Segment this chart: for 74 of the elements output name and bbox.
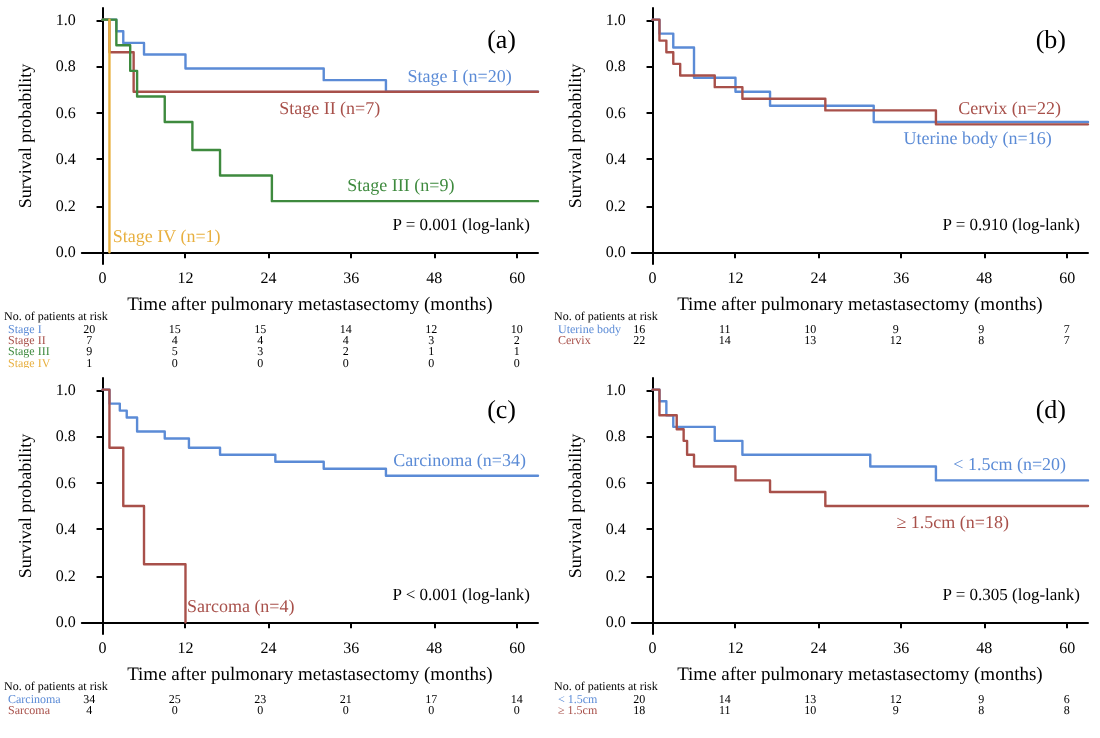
x-axis-title: Time after pulmonary metastasectomy (months) [127, 665, 493, 686]
series-label: Stage III (n=9) [347, 175, 455, 196]
y-axis-title: Survival probability [565, 62, 585, 209]
y-axis-title: Survival probability [565, 432, 585, 579]
text: (d) [1035, 394, 1067, 424]
y-tick-label: 0.2 [605, 196, 626, 215]
x-tick-label: 48 [976, 639, 993, 657]
x-tick-label: 60 [509, 639, 526, 657]
x-tick-label: 48 [426, 639, 443, 657]
series-label: ≥ 1.5cm (n=18) [896, 512, 1009, 532]
text: (b) [1035, 24, 1067, 54]
x-tick-label: 12 [727, 639, 744, 657]
y-tick-label: 0.0 [605, 243, 626, 262]
x-tick-label: 24 [260, 269, 277, 287]
x-tick-label: 12 [177, 639, 194, 657]
x-tick-label: 0 [648, 269, 657, 287]
x-tick-label: 36 [893, 639, 910, 657]
y-tick-label: 0.2 [605, 566, 626, 585]
y-tick-label: 0.6 [55, 103, 76, 122]
series-label: Uterine body (n=16) [903, 128, 1052, 149]
annotation: P = 0.001 (log-lank) [392, 214, 531, 234]
y-tick-label: 1.0 [605, 10, 626, 29]
y-tick-label: 0.4 [605, 150, 626, 169]
series-label: < 1.5cm (n=20) [953, 454, 1067, 475]
annotation: P = 0.910 (log-lank) [942, 214, 1081, 234]
x-axis-title: Time after pulmonary metastasectomy (months) [677, 295, 1043, 316]
y-tick-label: 0.8 [55, 57, 76, 76]
series-label: Stage II (n=7) [279, 97, 381, 118]
x-tick-label: 0 [98, 269, 107, 287]
x-axis-title: Time after pulmonary metastasectomy (months) [677, 665, 1043, 686]
y-tick-label: 0.0 [55, 243, 76, 262]
annotation: P = 0.305 (log-lank) [942, 584, 1081, 604]
y-tick-label: 1.0 [605, 380, 626, 399]
x-tick-label: 48 [976, 269, 993, 287]
y-tick-label: 0.4 [55, 520, 76, 539]
x-tick-label: 12 [727, 269, 744, 287]
annotation: P < 0.001 (log-lank) [392, 584, 531, 604]
x-tick-label: 24 [810, 269, 827, 287]
y-tick-label: 0.2 [55, 566, 76, 585]
y-tick-label: 0.8 [605, 427, 626, 446]
x-tick-label: 24 [810, 639, 827, 657]
x-tick-label: 36 [893, 269, 910, 287]
x-tick-label: 24 [260, 639, 277, 657]
y-tick-label: 1.0 [55, 380, 76, 399]
text: (c) [487, 394, 517, 424]
x-tick-label: 36 [343, 269, 360, 287]
y-tick-label: 0.0 [605, 613, 626, 632]
y-tick-label: 0.8 [55, 427, 76, 446]
x-tick-label: 60 [1059, 269, 1076, 287]
y-tick-label: 0.0 [55, 613, 76, 632]
y-axis-title: Survival probability [15, 432, 35, 579]
y-tick-label: 0.6 [55, 473, 76, 492]
y-tick-label: 0.6 [605, 473, 626, 492]
y-tick-label: 0.2 [55, 196, 76, 215]
x-tick-label: 60 [509, 269, 526, 287]
series-label: Sarcoma (n=4) [186, 596, 295, 617]
series-label: Carcinoma (n=34) [393, 449, 526, 470]
series-label: Cervix (n=22) [958, 98, 1061, 119]
series-label: Stage IV (n=1) [112, 226, 221, 247]
y-axis-title: Survival probability [15, 62, 35, 209]
x-tick-label: 12 [177, 269, 194, 287]
x-tick-label: 48 [426, 269, 443, 287]
x-tick-label: 0 [648, 639, 657, 657]
x-axis-title: Time after pulmonary metastasectomy (months) [127, 295, 493, 316]
x-tick-label: 60 [1059, 639, 1076, 657]
x-tick-label: 0 [98, 639, 107, 657]
text: (a) [487, 24, 517, 54]
series-label: Stage I (n=20) [407, 65, 512, 86]
y-tick-label: 1.0 [55, 10, 76, 29]
x-tick-label: 36 [343, 639, 360, 657]
y-tick-label: 0.6 [605, 103, 626, 122]
y-tick-label: 0.4 [605, 520, 626, 539]
y-tick-label: 0.4 [55, 150, 76, 169]
y-tick-label: 0.8 [605, 57, 626, 76]
